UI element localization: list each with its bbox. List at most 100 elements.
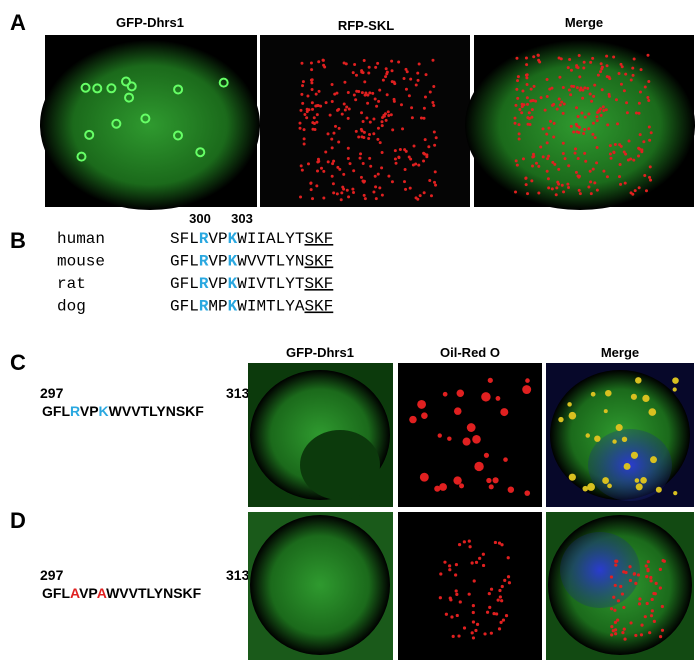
lipid-droplet	[648, 631, 652, 635]
peroxisome	[300, 168, 304, 172]
residue: R	[199, 298, 209, 316]
vesicle	[126, 81, 137, 92]
lipid-droplet	[457, 634, 461, 638]
residue: K	[228, 275, 238, 293]
panel-title: GFP-Dhrs1	[286, 345, 354, 360]
peroxisome	[306, 162, 310, 166]
peroxisome	[601, 105, 605, 109]
peroxisome	[537, 164, 541, 168]
peroxisome	[577, 174, 581, 178]
peroxisome	[595, 119, 599, 123]
peroxisome	[583, 151, 587, 155]
lipid-droplet	[470, 631, 474, 635]
peroxisome	[352, 169, 356, 173]
peroxisome	[352, 190, 356, 194]
peroxisome	[302, 137, 306, 141]
peroxisome	[403, 148, 407, 152]
peroxisome	[543, 108, 547, 112]
peroxisome	[558, 75, 562, 79]
peroxisome	[602, 108, 606, 112]
peroxisome	[302, 142, 306, 146]
peroxisome	[520, 102, 524, 106]
peroxisome	[577, 188, 581, 192]
peroxisome	[301, 101, 305, 105]
peroxisome	[629, 157, 633, 161]
peroxisome	[428, 90, 432, 94]
peroxisome	[363, 93, 367, 97]
peroxisome	[591, 121, 595, 125]
peroxisome	[339, 198, 343, 202]
residue: K	[228, 230, 238, 248]
peroxisome	[582, 132, 586, 136]
peroxisome	[335, 91, 339, 95]
peroxisome	[368, 133, 372, 137]
dots	[409, 377, 679, 641]
peroxisome	[561, 111, 565, 115]
peroxisome	[574, 170, 578, 174]
vesicle	[80, 82, 91, 93]
peroxisome	[545, 78, 549, 82]
peroxisome	[617, 71, 621, 75]
peroxisome	[405, 70, 409, 74]
peroxisome	[372, 190, 376, 194]
peroxisome	[333, 124, 337, 128]
peroxisome	[575, 106, 579, 110]
lipid-droplet	[453, 407, 462, 415]
peroxisome	[536, 53, 540, 57]
peroxisome	[432, 84, 436, 88]
lipid-droplet	[472, 579, 476, 583]
peroxisome	[644, 189, 648, 193]
position: 297	[40, 385, 64, 401]
peroxisome	[524, 183, 528, 187]
peroxisome	[618, 163, 622, 167]
peroxisome	[342, 102, 346, 106]
residue: MP	[208, 298, 227, 316]
peroxisome	[309, 188, 313, 192]
peroxisome	[516, 96, 520, 100]
residue: R	[199, 275, 209, 293]
peroxisome	[390, 80, 394, 84]
peroxisome	[646, 96, 650, 100]
residue: GFL	[170, 253, 199, 271]
peroxisome	[381, 78, 385, 82]
peroxisome	[378, 186, 382, 190]
residue: VP	[208, 253, 227, 271]
peroxisome	[385, 72, 389, 76]
peroxisome	[330, 174, 334, 178]
peroxisome	[605, 175, 609, 179]
peroxisome	[595, 146, 599, 150]
peroxisome	[589, 192, 593, 196]
peroxisome	[433, 143, 437, 147]
peroxisome	[516, 75, 520, 79]
lipid-droplet	[612, 439, 617, 444]
lipid-droplet	[613, 620, 618, 624]
lipid-droplet	[485, 610, 490, 614]
peroxisome	[552, 102, 556, 106]
peroxisome	[547, 154, 551, 158]
residue: VP	[79, 585, 97, 601]
peroxisome	[560, 100, 564, 104]
peroxisome	[587, 185, 591, 189]
peroxisome	[346, 146, 350, 150]
lipid-droplet	[498, 595, 502, 599]
peroxisome	[306, 94, 310, 98]
peroxisome	[550, 187, 554, 191]
peroxisome	[425, 155, 429, 159]
peroxisome	[346, 90, 350, 94]
peroxisome	[587, 127, 591, 131]
peroxisome	[545, 141, 549, 145]
peroxisome	[647, 98, 651, 102]
peroxisome	[526, 102, 530, 106]
peroxisome	[587, 112, 591, 116]
vesicle	[172, 130, 183, 141]
peroxisome	[416, 71, 420, 75]
panel-label: D	[10, 508, 26, 533]
peroxisome	[434, 136, 438, 140]
lipid-droplet	[628, 565, 632, 569]
peroxisome	[575, 65, 579, 69]
lipid-droplet	[634, 633, 638, 638]
lipid-droplet	[648, 408, 657, 416]
peroxisome	[380, 124, 384, 128]
peroxisome	[403, 168, 407, 172]
residue: K	[99, 403, 109, 419]
